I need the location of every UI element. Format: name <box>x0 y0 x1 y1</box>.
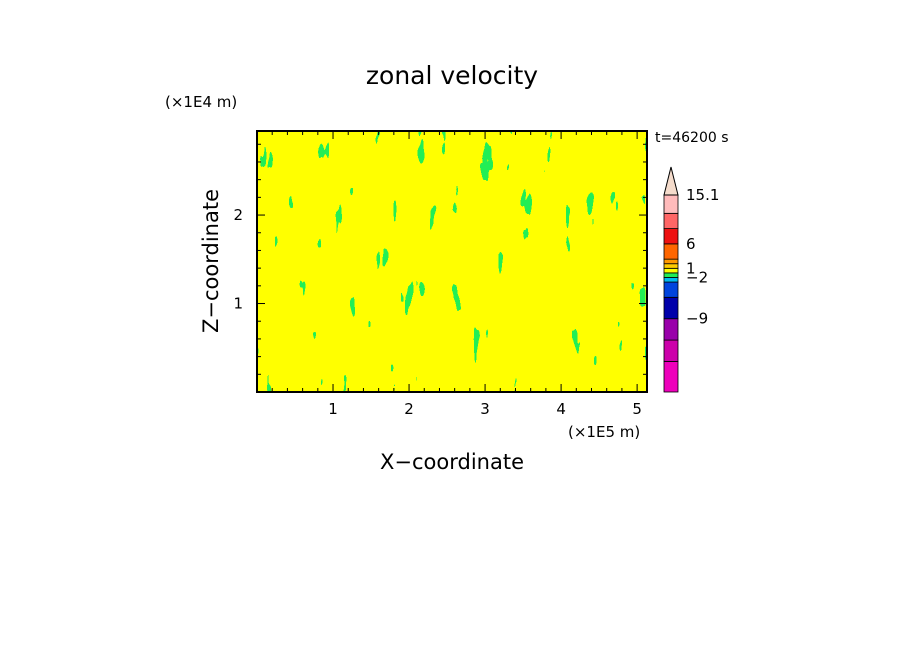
colorbar-level <box>663 277 679 283</box>
colorbar-level <box>663 318 679 341</box>
x-tick-label: 4 <box>556 400 566 418</box>
colorbar-level <box>663 361 679 393</box>
colorbar-level <box>663 228 679 245</box>
x-scale-label: (×1E5 m) <box>568 423 640 441</box>
x-tick-label: 3 <box>480 400 490 418</box>
x-tick-label: 1 <box>328 400 338 418</box>
colorbar-level <box>663 272 679 278</box>
contour-field <box>257 131 647 392</box>
colorbar-level <box>663 243 679 260</box>
contour-level-green <box>257 131 647 392</box>
colorbar-level <box>663 267 679 274</box>
colorbar-level <box>663 212 679 229</box>
chart-title: zonal velocity <box>366 61 538 90</box>
plot-frame <box>256 130 648 393</box>
colorbar-level <box>663 258 679 265</box>
colorbar-label: 1 <box>686 259 696 277</box>
colorbar-level <box>663 281 679 298</box>
x-axis-ticks: 1 2 3 4 5 <box>271 131 642 418</box>
y-scale-label: (×1E4 m) <box>165 93 237 111</box>
colorbar-label: −2 <box>686 268 708 286</box>
colorbar-level <box>663 296 679 320</box>
colorbar-level <box>663 263 679 269</box>
x-axis-title: X−coordinate <box>380 450 524 474</box>
colorbar-label: −9 <box>686 310 708 328</box>
colorbar-label: 6 <box>686 235 696 253</box>
y-tick-label: 2 <box>233 206 243 224</box>
x-tick-label: 5 <box>632 400 642 418</box>
colorbar-level <box>663 339 679 362</box>
x-tick-label: 2 <box>404 400 414 418</box>
colorbar: 15.1 6 1−2 −9 <box>663 166 719 393</box>
colorbar-label: 15.1 <box>686 186 719 204</box>
colorbar-extension <box>663 166 679 196</box>
y-tick-label: 1 <box>233 295 243 313</box>
y-axis-title: Z−coordinate <box>199 189 223 333</box>
colorbar-level <box>663 194 679 214</box>
y-axis-ticks: 12 <box>233 143 647 375</box>
time-label: t=46200 s <box>655 130 729 146</box>
